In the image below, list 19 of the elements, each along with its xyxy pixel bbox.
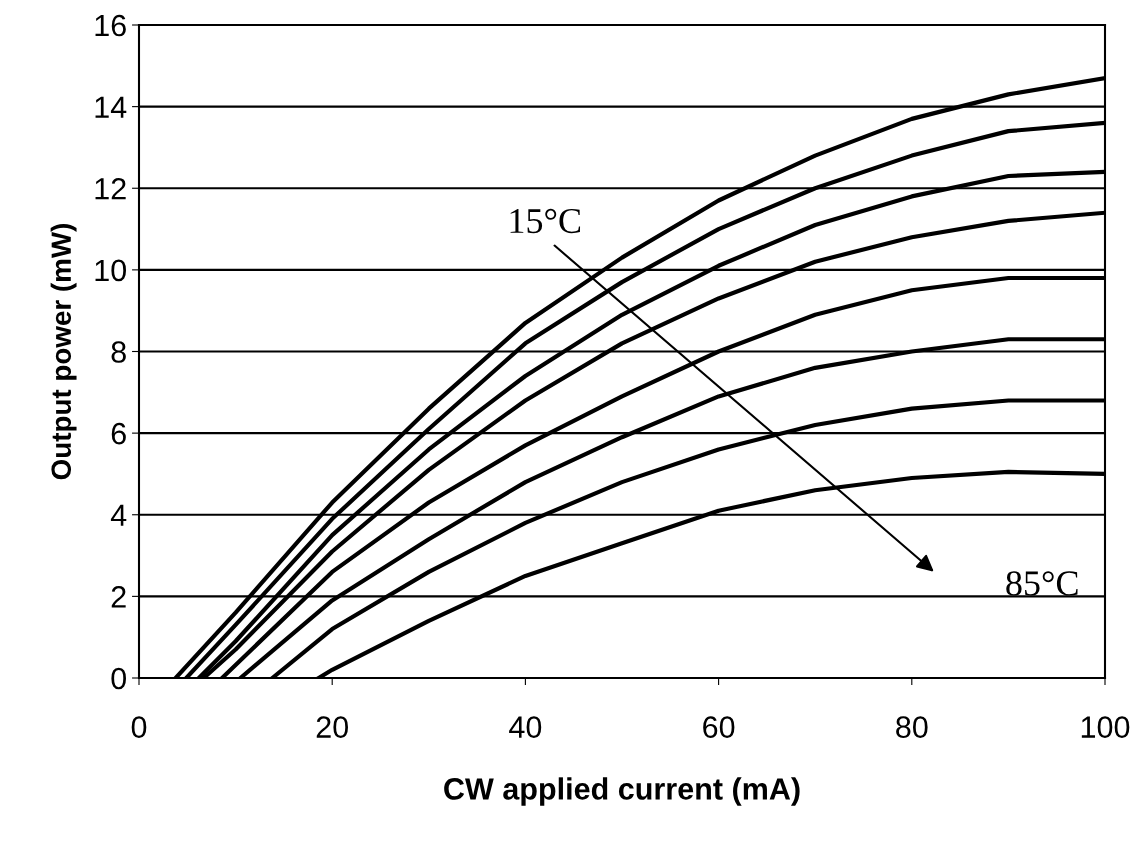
y-tick-label: 6 xyxy=(111,422,126,445)
y-tick-label: 12 xyxy=(95,177,126,200)
y-tick-label: 14 xyxy=(95,96,127,118)
y-tick-label: 10 xyxy=(95,259,126,282)
y-tick-label: 2 xyxy=(111,586,126,608)
annotation: 15°C xyxy=(510,208,581,234)
x-axis-title: CW applied current (mA) xyxy=(444,777,800,806)
y-tick-label: 16 xyxy=(95,14,126,37)
x-tick-label: 40 xyxy=(509,716,542,738)
x-tick-label: 20 xyxy=(316,716,348,738)
x-tick-label: 100 xyxy=(1081,716,1130,738)
y-tick-label: 4 xyxy=(110,504,127,526)
x-tick-label: 0 xyxy=(131,716,147,738)
x-tick-label: 60 xyxy=(703,716,735,738)
y-tick-label: 8 xyxy=(111,341,126,363)
y-tick-label: 0 xyxy=(111,667,126,690)
annotation: 85°C xyxy=(1006,571,1078,596)
y-axis-title: Output power (mW) xyxy=(50,224,77,480)
x-tick-label: 80 xyxy=(896,716,928,738)
